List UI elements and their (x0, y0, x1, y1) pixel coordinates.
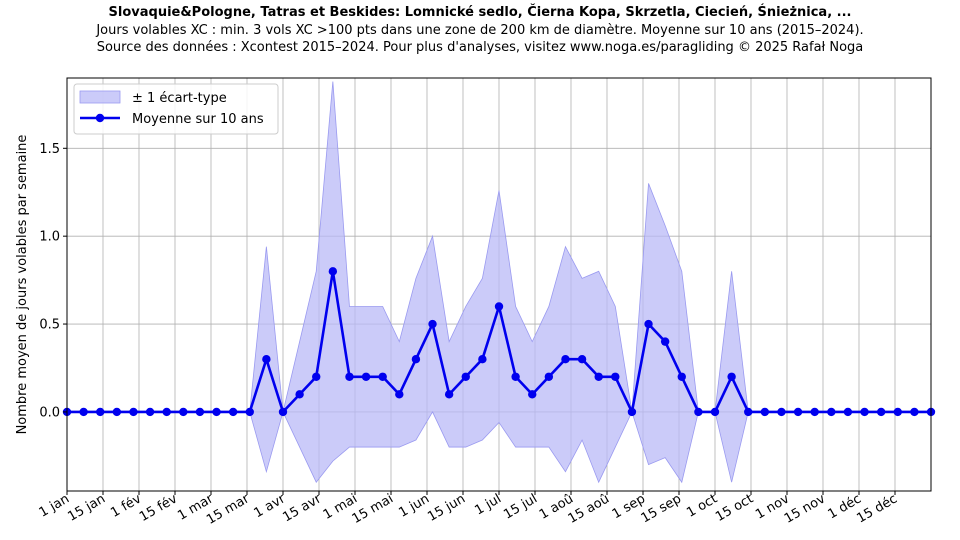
x-tick-label: 15 jun (425, 491, 468, 524)
y-tick-label: 0.5 (39, 318, 60, 333)
data-point (245, 407, 254, 417)
x-tick-label: 15 déc (854, 491, 900, 526)
x-tick-label: 15 aoû (566, 491, 612, 526)
x-tick-label: 15 avr (280, 491, 324, 525)
data-point (312, 372, 321, 381)
y-tick-label: 0.0 (39, 405, 60, 420)
data-point (494, 302, 504, 311)
std-band-area (67, 81, 931, 484)
data-point (627, 407, 637, 417)
data-point (145, 407, 155, 417)
data-point (262, 354, 271, 364)
data-point (744, 407, 753, 417)
data-point (278, 407, 288, 417)
data-point (876, 407, 886, 417)
data-point (544, 372, 554, 381)
data-point (395, 390, 404, 399)
chart-subtitle-1: Jours volables XC : min. 3 vols XC >100 … (96, 23, 864, 38)
data-point (893, 407, 902, 417)
data-point (428, 319, 437, 329)
data-point (195, 407, 205, 417)
x-tick-label: 15 jan (65, 491, 108, 524)
x-tick-label: 15 oct (713, 491, 756, 524)
chart-titles: Slovaquie&Pologne, Tatras et Beskides: L… (0, 4, 960, 56)
data-point (112, 407, 122, 417)
x-tick-label: 1 jul (472, 491, 504, 518)
y-tick-label: 1.0 (39, 230, 60, 245)
x-tick-label: 15 nov (782, 491, 828, 526)
data-point (528, 390, 537, 399)
legend-label-band: ± 1 écart-type (132, 91, 227, 106)
data-point (378, 372, 387, 381)
data-point (79, 407, 88, 417)
data-point (710, 407, 720, 417)
data-point (179, 407, 188, 417)
data-point (478, 354, 487, 364)
chart-subtitle-2: Source des données : Xcontest 2015–2024.… (96, 40, 864, 55)
legend-box (73, 83, 279, 135)
data-point (810, 407, 819, 417)
data-point (677, 372, 686, 381)
x-tick-label: 15 sep (639, 491, 684, 526)
data-point (96, 407, 105, 417)
legend-band-swatch (79, 90, 121, 104)
data-point (561, 354, 570, 364)
y-tick-label: 1.5 (39, 142, 60, 157)
data-point (345, 372, 354, 381)
y-axis-label: Nombre moyen de jours volables par semai… (15, 135, 30, 435)
data-point (328, 267, 338, 276)
data-point (511, 372, 520, 381)
data-point (611, 372, 620, 381)
data-point (577, 354, 587, 364)
data-point (461, 372, 470, 381)
data-point (660, 337, 670, 346)
data-point (212, 407, 221, 417)
legend-label-mean: Moyenne sur 10 ans (132, 112, 264, 127)
chart-title: Slovaquie&Pologne, Tatras et Beskides: L… (108, 5, 852, 20)
data-point (793, 407, 803, 417)
data-point (411, 354, 421, 364)
data-point (361, 372, 371, 381)
data-point (694, 407, 703, 417)
x-tick-label: 1 jan (37, 491, 72, 520)
x-tick-label: 15 jul (501, 491, 540, 522)
data-point (910, 407, 919, 417)
legend-marker (95, 113, 105, 123)
x-tick-label: 15 mai (350, 491, 396, 526)
data-point (777, 407, 786, 417)
data-point (594, 372, 603, 381)
data-point (860, 407, 869, 417)
data-point (727, 372, 736, 381)
data-point (228, 407, 238, 417)
data-point (644, 319, 653, 329)
data-point (444, 390, 454, 399)
data-point (162, 407, 171, 417)
data-point (129, 407, 138, 417)
x-tick-label: 15 fév (137, 491, 180, 525)
data-point (760, 407, 770, 417)
data-point (295, 390, 304, 399)
data-point (843, 407, 853, 417)
data-point (827, 407, 836, 417)
